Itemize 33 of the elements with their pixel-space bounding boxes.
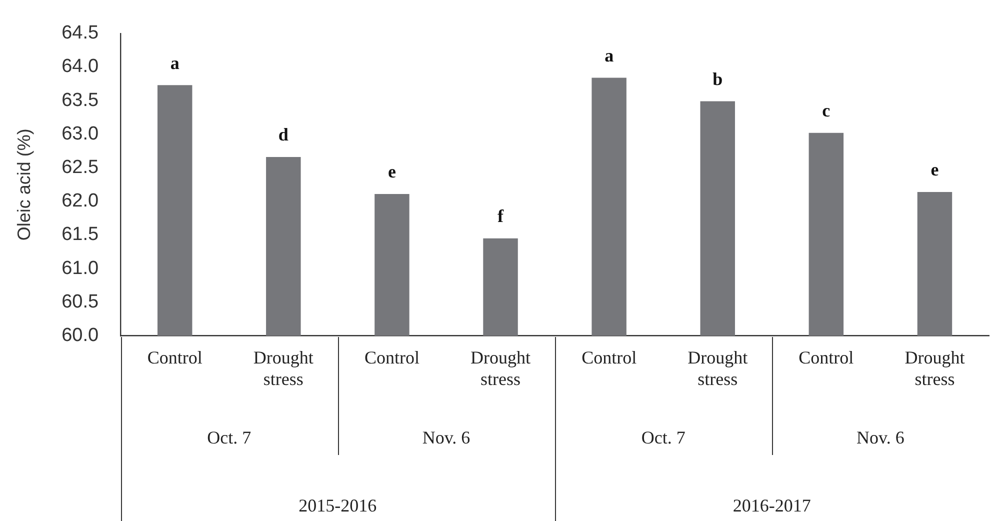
y-tick-label: 64.0 xyxy=(62,56,99,78)
data-label: e xyxy=(388,162,396,182)
y-axis-title: Oleic acid (%) xyxy=(14,128,34,241)
data-label: f xyxy=(498,206,505,226)
data-label: a xyxy=(170,52,180,73)
y-tick-label: 61.0 xyxy=(62,258,99,279)
y-tick-label: 60.5 xyxy=(62,291,99,312)
x-tick-label: Control xyxy=(798,347,854,368)
y-tick-label: 62.5 xyxy=(62,157,99,178)
x-tick-label: Control xyxy=(582,347,637,368)
y-tick-label: 62.0 xyxy=(62,190,99,212)
data-label: d xyxy=(278,124,288,145)
text: 2015-2016 xyxy=(298,496,377,516)
data-label: e xyxy=(930,160,939,180)
y-tick-label: 61.5 xyxy=(62,224,99,246)
y-tick-label: 63.0 xyxy=(62,123,99,144)
x-tick-label: Control xyxy=(147,347,202,368)
data-label: c xyxy=(822,100,830,121)
y-tick-label: 63.5 xyxy=(62,90,99,111)
y-tick-label: 60.0 xyxy=(62,325,99,346)
text: Oct. 7 xyxy=(641,428,686,448)
text: 2016-2017 xyxy=(732,496,811,516)
data-label: a xyxy=(604,45,614,66)
text: Oct. 7 xyxy=(207,428,252,448)
x-tick-label: Control xyxy=(364,347,420,368)
y-tick-label: 64.5 xyxy=(62,22,99,44)
text: Nov. 6 xyxy=(856,428,904,448)
x-tick-label: Drought stress xyxy=(688,347,748,389)
x-tick-label: Drought stress xyxy=(470,347,531,389)
x-tick-label: Drought stress xyxy=(904,347,965,389)
text: Nov. 6 xyxy=(422,428,470,448)
data-label: b xyxy=(712,68,723,89)
x-tick-label: Drought stress xyxy=(253,347,314,389)
